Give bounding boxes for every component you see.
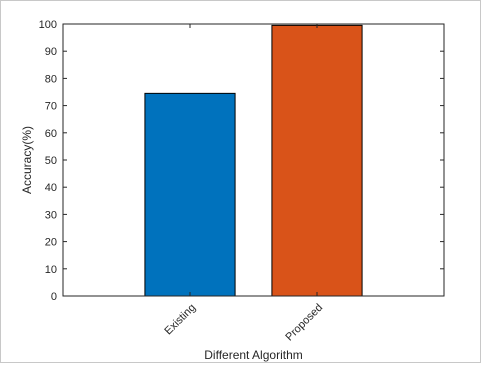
bar-existing [144, 92, 236, 297]
y-tick-label: 60 [45, 128, 57, 140]
y-ticks-group: 0 10 20 30 40 50 60 70 80 90 100 [39, 19, 444, 303]
y-tick-label: 100 [39, 19, 57, 31]
y-tick-label: 50 [45, 155, 57, 167]
y-tick-label: 90 [45, 46, 57, 58]
y-tick-label: 70 [45, 101, 57, 113]
bars-group [144, 24, 363, 297]
y-axis-label: Accuracy(%) [20, 126, 34, 194]
x-tick-label-existing: Existing [162, 302, 198, 338]
x-tick-label-proposed: Proposed [283, 302, 325, 344]
y-tick-label: 0 [51, 291, 57, 303]
y-tick-label: 20 [45, 237, 57, 249]
axes-box [62, 23, 445, 297]
y-tick-label: 40 [45, 182, 57, 194]
bar-proposed [271, 24, 363, 297]
x-axis-label: Different Algorithm [204, 348, 303, 362]
y-tick-label: 10 [45, 264, 57, 276]
y-tick-label: 80 [45, 73, 57, 85]
y-tick-label: 30 [45, 209, 57, 221]
